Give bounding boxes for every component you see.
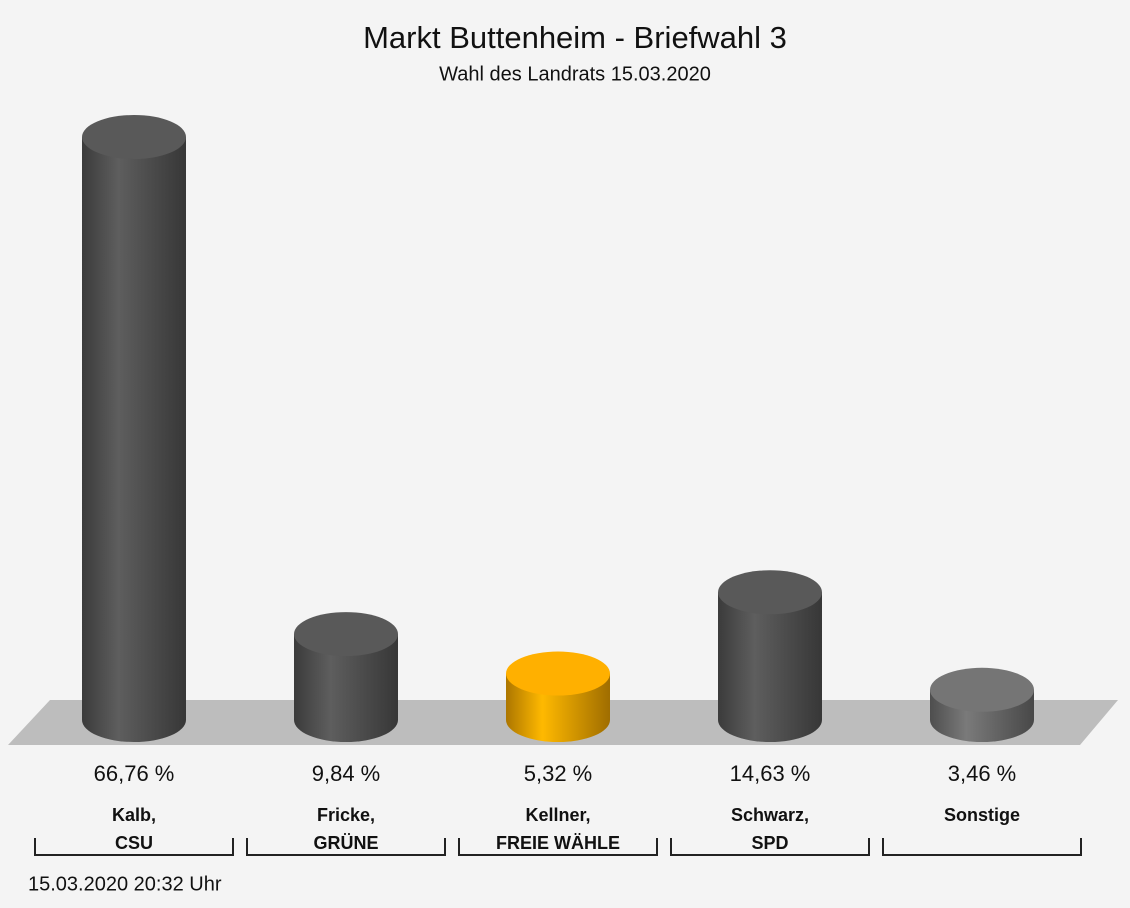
value-label: 5,32 % — [524, 761, 593, 786]
bar-top — [82, 115, 186, 159]
value-label: 9,84 % — [312, 761, 381, 786]
bar-top — [506, 651, 610, 696]
category-label: Kalb, — [112, 805, 156, 825]
value-label: 3,46 % — [948, 761, 1017, 786]
bar-top — [930, 667, 1034, 712]
category-label: Fricke, — [317, 805, 375, 825]
category-label: SPD — [751, 833, 788, 853]
category-bracket — [246, 838, 446, 856]
category-label: CSU — [115, 833, 153, 853]
category-bracket — [458, 838, 658, 856]
bar-top — [718, 570, 822, 615]
value-label: 14,63 % — [730, 761, 811, 786]
category-label: Schwarz, — [731, 805, 809, 825]
bar — [82, 137, 186, 720]
chart-title: Markt Buttenheim - Briefwahl 3 — [363, 20, 787, 55]
category-bracket — [882, 838, 1082, 856]
category-label: Sonstige — [944, 805, 1020, 825]
value-label: 66,76 % — [94, 761, 175, 786]
category-bracket — [670, 838, 870, 856]
footer: 15.03.2020 20:32 Uhr — [28, 873, 222, 895]
bar-top — [294, 612, 398, 657]
category-label: FREIE WÄHLE — [496, 833, 620, 853]
category-bracket — [34, 838, 234, 856]
category-label: GRÜNE — [313, 833, 378, 853]
category-label: Kellner, — [525, 805, 590, 825]
chart-subtitle: Wahl des Landrats 15.03.2020 — [439, 63, 711, 85]
